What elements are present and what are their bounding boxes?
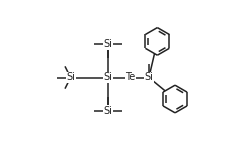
Text: Te: Te <box>125 73 136 82</box>
Text: Si: Si <box>145 73 153 82</box>
Text: Si: Si <box>104 73 113 82</box>
Text: Si: Si <box>66 73 75 82</box>
Text: Si: Si <box>104 40 113 49</box>
Text: Si: Si <box>104 106 113 115</box>
